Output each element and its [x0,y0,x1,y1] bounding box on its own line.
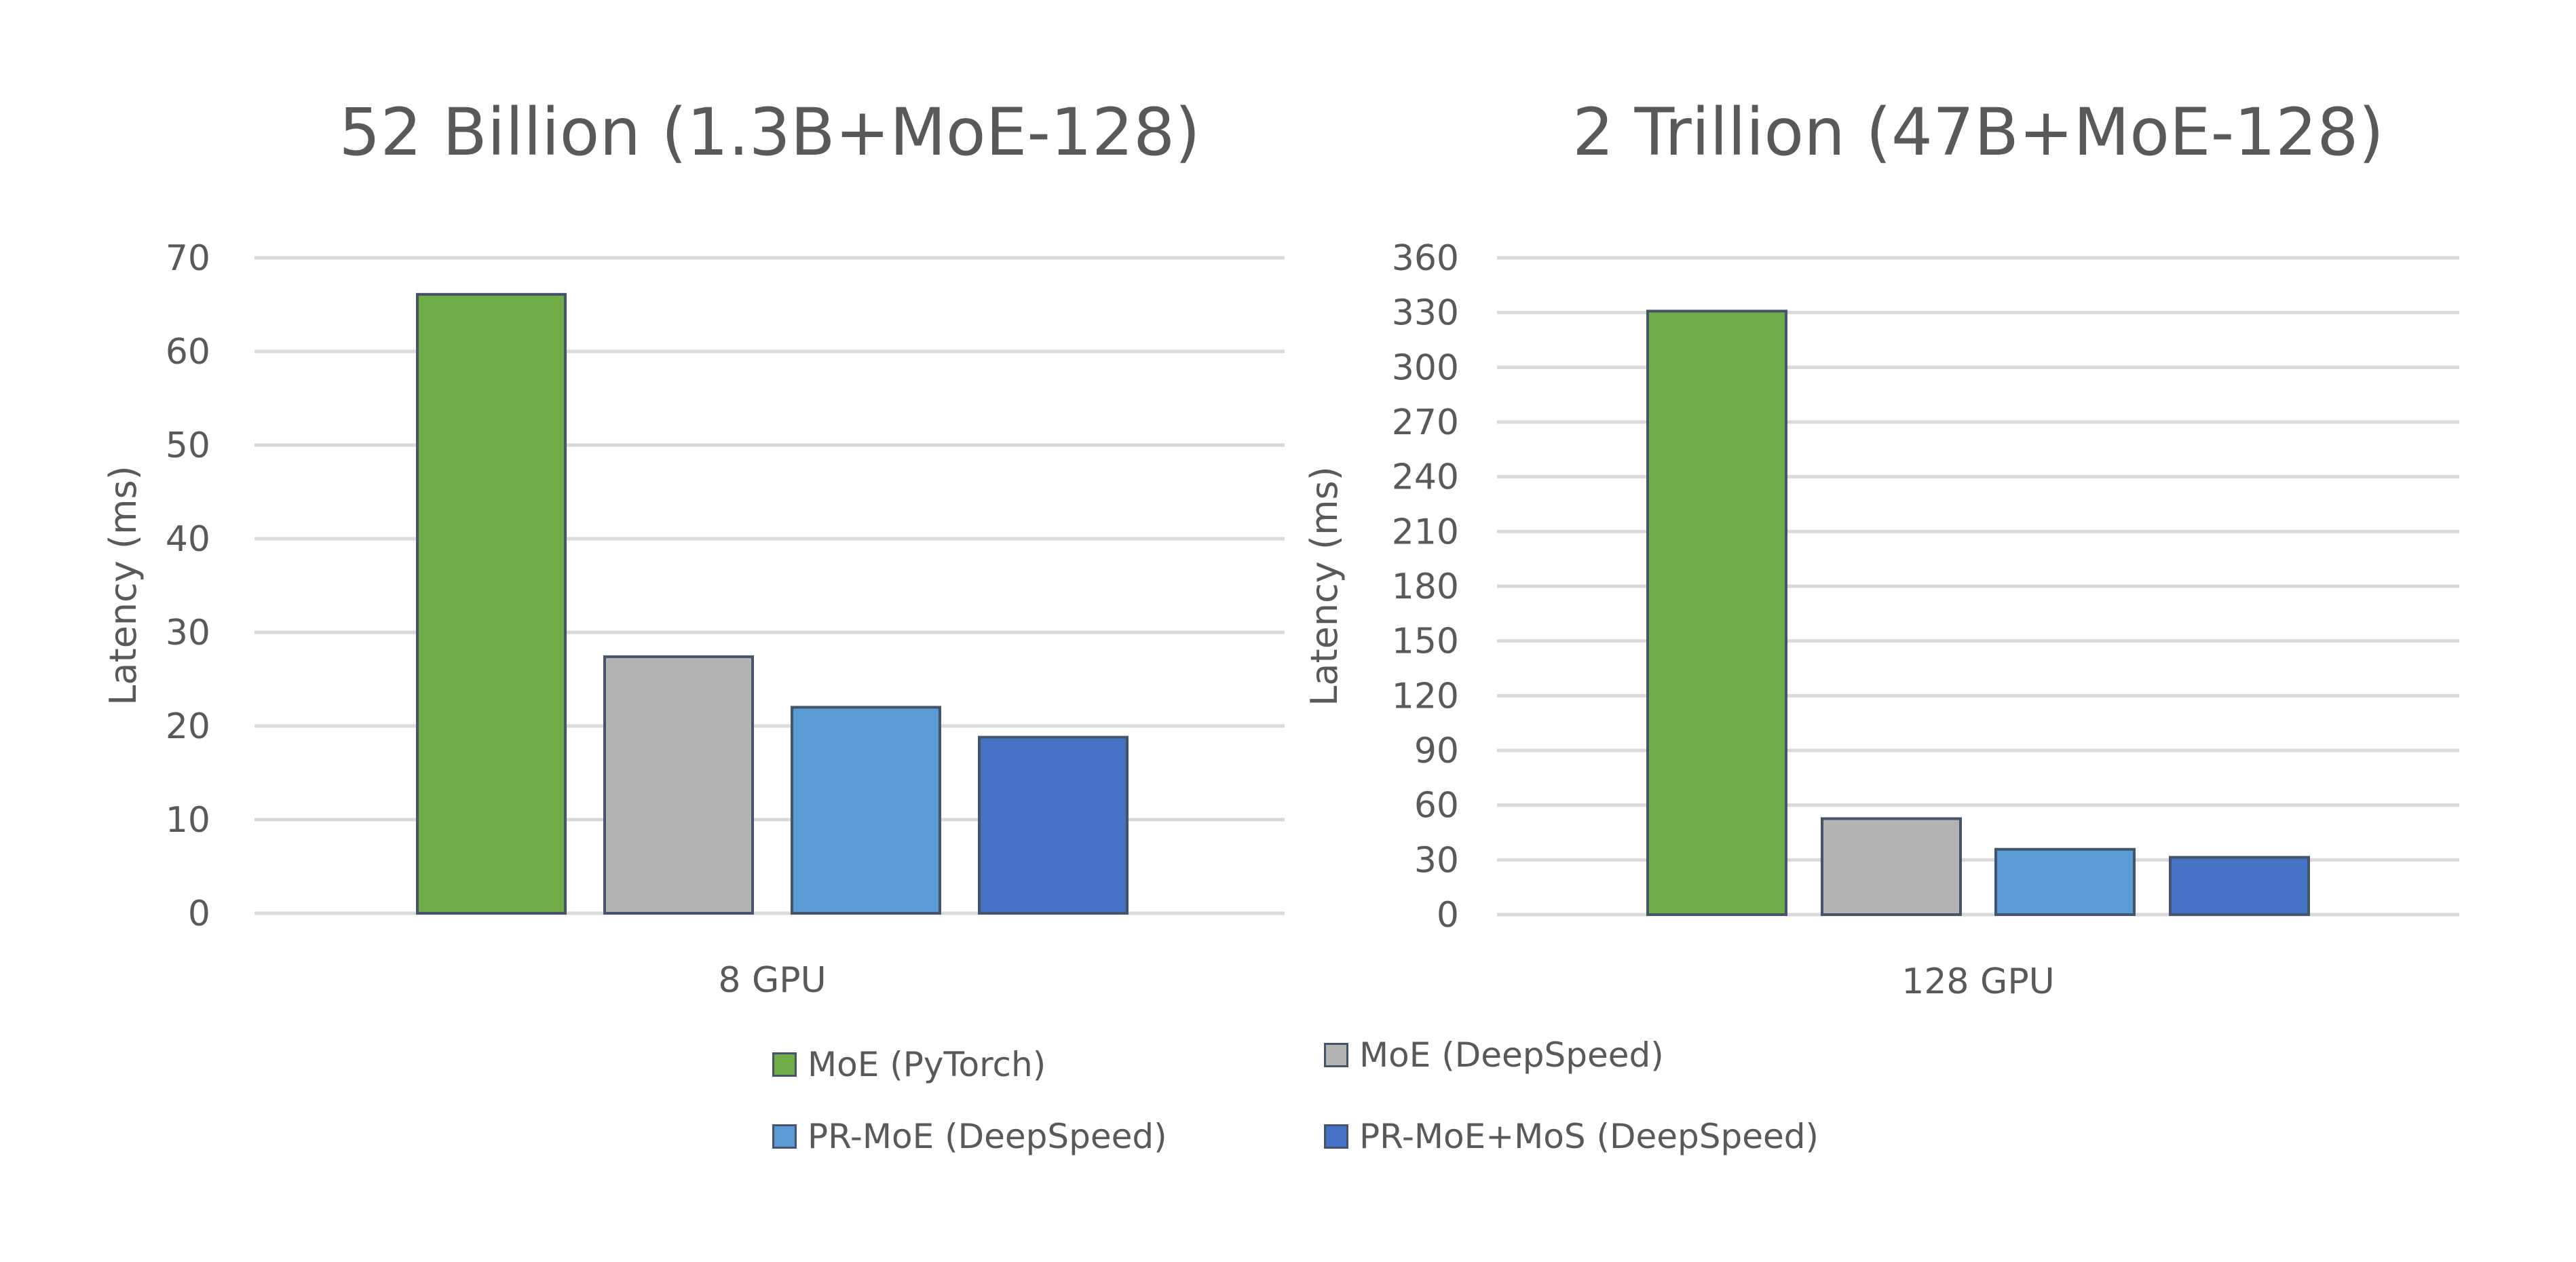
y-axis-label: Latency (ms) [102,465,145,705]
y-tick-label: 30 [1414,840,1459,881]
y-tick-label: 270 [1392,402,1459,443]
y-tick-label: 330 [1392,293,1459,334]
bar-moe-deepspeed [1821,817,1962,917]
legend-swatch [1324,1124,1348,1149]
y-tick-label: 30 [166,613,210,653]
y-tick-label: 50 [166,425,210,466]
y-tick-label: 60 [1414,786,1459,826]
legend-item-pr-moe-deepspeed: PR-MoE (DeepSpeed) [772,1117,1167,1156]
bar-moe-pytorch [416,292,567,915]
bar-pr-moe-deepspeed [1994,847,2136,917]
chart-title: 2 Trillion (47B+MoE-128) [1572,94,2384,170]
y-tick-label: 0 [188,894,210,934]
y-tick-label: 360 [1392,238,1459,279]
bar-pr-moe-mos-deepspeed [978,735,1129,915]
bar-pr-moe-deepspeed [791,706,941,915]
legend-item-moe-deepspeed: MoE (DeepSpeed) [1324,1035,1664,1075]
legend-swatch [1324,1043,1348,1067]
legend-item-pr-moe-mos-deepspeed: PR-MoE+MoS (DeepSpeed) [1324,1117,1819,1156]
bar-moe-deepspeed [603,655,754,915]
legend-label: PR-MoE+MoS (DeepSpeed) [1359,1117,1819,1156]
y-tick-label: 90 [1414,731,1459,771]
legend-swatch [772,1052,797,1077]
chart-title: 52 Billion (1.3B+MoE-128) [339,94,1200,170]
legend-label: PR-MoE (DeepSpeed) [808,1117,1167,1156]
y-tick-label: 210 [1392,512,1459,552]
legend-item-moe-pytorch: MoE (PyTorch) [772,1045,1046,1084]
y-tick-label: 60 [166,332,210,372]
x-category-label: 8 GPU [718,960,826,1001]
y-tick-label: 0 [1437,895,1459,936]
legend-label: MoE (PyTorch) [808,1045,1046,1084]
y-tick-label: 300 [1392,347,1459,388]
y-tick-label: 120 [1392,676,1459,716]
bar-pr-moe-mos-deepspeed [2169,856,2310,916]
legend-swatch [772,1124,797,1149]
legend-label: MoE (DeepSpeed) [1359,1035,1664,1075]
y-tick-label: 10 [166,800,210,841]
y-tick-label: 70 [166,238,210,279]
x-category-label: 128 GPU [1901,961,2055,1002]
y-tick-label: 240 [1392,457,1459,498]
y-tick-label: 180 [1392,567,1459,607]
bar-moe-pytorch [1646,309,1787,916]
y-axis-label: Latency (ms) [1303,466,1346,706]
y-tick-label: 150 [1392,622,1459,662]
y-tick-label: 40 [166,519,210,560]
y-tick-label: 20 [166,706,210,747]
